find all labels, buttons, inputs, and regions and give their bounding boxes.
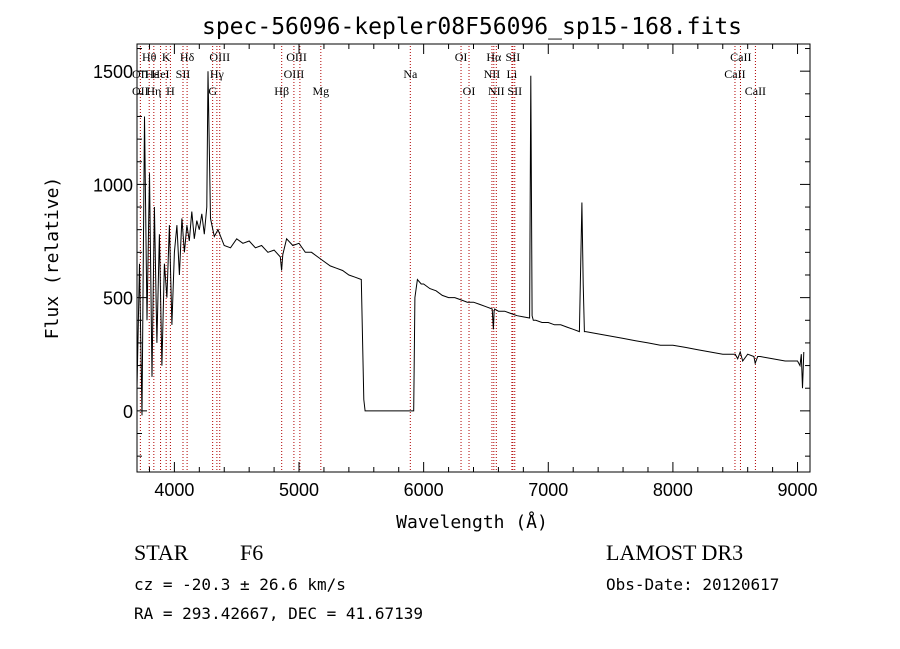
line-label: CaII — [745, 84, 766, 98]
line-label: OIII — [286, 50, 307, 64]
x-tick-label: 9000 — [778, 480, 818, 500]
line-label: K — [162, 50, 171, 64]
line-label: H — [166, 84, 175, 98]
line-label: NII — [484, 67, 501, 81]
axis-ticks: 4000 5000 6000 7000 8000 9000 0 500 1000 1500 — [93, 44, 818, 500]
line-label: HeI — [152, 67, 170, 81]
line-label: NII — [488, 84, 505, 98]
line-label: SII — [176, 67, 191, 81]
line-label: Hα — [486, 50, 502, 64]
y-tick-label: 1000 — [93, 175, 133, 195]
line-label: Hβ — [274, 84, 289, 98]
y-axis-label: Flux (relative) — [42, 177, 63, 340]
line-label: Li — [507, 67, 518, 81]
x-tick-label: 7000 — [528, 480, 568, 500]
y-tick-label: 1500 — [93, 62, 133, 82]
line-label: OI — [455, 50, 468, 64]
line-label: Hδ — [180, 50, 195, 64]
line-label: OII — [132, 67, 149, 81]
line-label: Na — [403, 67, 418, 81]
object-subclass: F6 — [240, 540, 263, 565]
x-tick-label: 6000 — [404, 480, 444, 500]
coordinates: RA = 293.42667, DEC = 41.67139 — [134, 604, 423, 623]
line-label: SII — [506, 50, 521, 64]
line-label: CaII — [724, 67, 745, 81]
obs-date: Obs-Date: 20120617 — [606, 575, 779, 594]
redshift-text: cz = -20.3 ± 26.6 km/s — [134, 575, 346, 594]
object-class: STAR — [134, 540, 189, 565]
line-label: OI — [463, 84, 476, 98]
line-label: G — [208, 84, 217, 98]
y-tick-label: 0 — [123, 402, 133, 422]
line-label: OII — [132, 84, 149, 98]
y-tick-label: 500 — [103, 289, 133, 309]
line-label: OIII — [209, 50, 230, 64]
line-label: CaII — [730, 50, 751, 64]
line-label: Mg — [312, 84, 329, 98]
plot-frame — [136, 43, 811, 473]
emission-line-markers — [139, 46, 756, 472]
x-tick-label: 5000 — [279, 480, 319, 500]
line-label: Hγ — [210, 67, 225, 81]
line-label: Hη — [146, 84, 161, 98]
survey-name: LAMOST DR3 — [606, 540, 743, 565]
x-tick-label: 4000 — [154, 480, 194, 500]
line-label: SII — [507, 84, 522, 98]
line-label: Hε — [145, 67, 159, 81]
line-label: Hθ — [142, 50, 157, 64]
chart-title: spec-56096-kepler08F56096_sp15-168.fits — [202, 14, 742, 40]
x-axis-label: Wavelength (Å) — [396, 511, 548, 533]
line-label: OIII — [284, 67, 305, 81]
x-tick-label: 8000 — [653, 480, 693, 500]
series-layer — [136, 71, 805, 416]
spectrum-line — [136, 71, 805, 416]
